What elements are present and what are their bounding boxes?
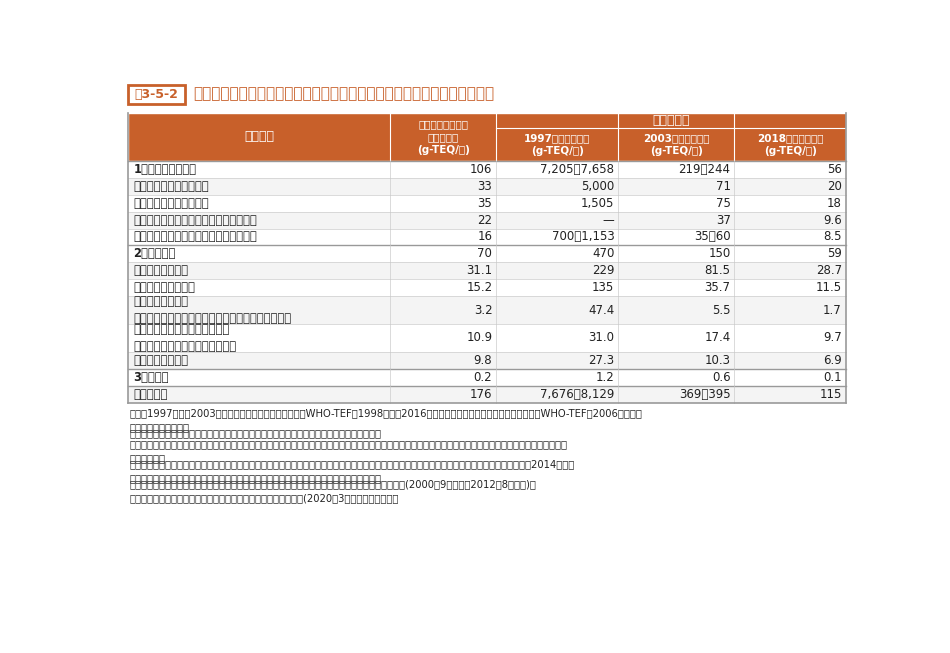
Text: 8.5: 8.5	[824, 231, 842, 244]
Bar	[128, 385, 846, 402]
Text: 当面の間における
削減目標量
(g-TEQ/年): 当面の間における 削減目標量 (g-TEQ/年)	[417, 119, 469, 155]
Text: ⑷小型廃棄物焼却炉（法規制対象外）: ⑷小型廃棄物焼却炉（法規制対象外）	[133, 231, 257, 244]
Text: 106: 106	[470, 163, 492, 176]
Text: 219～244: 219～244	[678, 163, 731, 176]
Text: ⑸その他の施設: ⑸その他の施設	[133, 354, 188, 367]
Text: ⑵産業廃棄物焼却施設: ⑵産業廃棄物焼却施設	[133, 197, 209, 210]
Text: 11.5: 11.5	[816, 281, 842, 295]
Text: 推計排出量: 推計排出量	[653, 114, 690, 127]
Text: 35: 35	[478, 197, 492, 210]
Bar	[128, 263, 846, 279]
Text: 35.7: 35.7	[705, 281, 731, 295]
Text: 事業分野: 事業分野	[244, 131, 274, 144]
Text: 2003年における量
(g-TEQ/年): 2003年における量 (g-TEQ/年)	[643, 133, 710, 156]
Text: 注１：1997年及び2003年の排出量は毒性等価係数としてWHO-TEF（1998）を、2016年の排出量及び削減目標量は可能な範囲でWHO-TEF（2006）: 注１：1997年及び2003年の排出量は毒性等価係数としてWHO-TEF（199…	[129, 408, 642, 432]
Text: 15.2: 15.2	[466, 281, 492, 295]
Text: 27.3: 27.3	[588, 354, 615, 367]
Text: 47.4: 47.4	[588, 304, 615, 317]
Text: ３：前回計画までは、小型廃棄物焼却炉等については、特別法規制対象及び対象外を一括して目標を設定していたが、今回から両者を区分して目標を設定すること
　　とした。: ３：前回計画までは、小型廃棄物焼却炉等については、特別法規制対象及び対象外を一括…	[129, 439, 567, 463]
Text: 81.5: 81.5	[705, 264, 731, 278]
Text: 71: 71	[715, 180, 731, 193]
Text: 資料：環境省「我が国における事業活動に伴い排出されるダイオキシン類の量を削減するための計画」(2000年9月制定、2012年8月変更)、
　　「ダイオキシン類の: 資料：環境省「我が国における事業活動に伴い排出されるダイオキシン類の量を削減する…	[129, 479, 537, 503]
Text: ⑷アルミニウム合金製造施設
　（焙焼炉、溶解炉及び乾燥炉）: ⑷アルミニウム合金製造施設 （焙焼炉、溶解炉及び乾燥炉）	[133, 323, 237, 353]
Bar	[128, 324, 846, 352]
Text: 70: 70	[478, 247, 492, 261]
Text: 31.1: 31.1	[466, 264, 492, 278]
Text: 我が国におけるダイオキシン類の事業分野別の推計排出量及び削減目標量: 我が国におけるダイオキシン類の事業分野別の推計排出量及び削減目標量	[193, 87, 494, 102]
Bar	[128, 279, 846, 296]
Text: 33: 33	[478, 180, 492, 193]
Text: 135: 135	[592, 281, 615, 295]
Text: ⑶小型廃棄物焼却炉等（法規制対象）: ⑶小型廃棄物焼却炉等（法規制対象）	[133, 214, 257, 227]
Text: 2　産業分野: 2 産業分野	[133, 247, 176, 261]
Bar	[128, 178, 846, 195]
Text: 28.7: 28.7	[816, 264, 842, 278]
Text: 9.7: 9.7	[823, 331, 842, 344]
Text: 18: 18	[826, 197, 842, 210]
Text: 3　その他: 3 その他	[133, 371, 169, 383]
Text: 7,676～8,129: 7,676～8,129	[540, 388, 615, 400]
Text: ４：「３　その他」は下水道終末処理施設及び最終処分場である。前回までの削減計画には火葬場、たばこの煙及び自動車排出ガスを含んでいたが、2014年の計
　　画では: ４：「３ その他」は下水道終末処理施設及び最終処分場である。前回までの削減計画に…	[129, 459, 575, 483]
Text: 229: 229	[592, 264, 615, 278]
Text: 369～395: 369～395	[679, 388, 731, 400]
Text: 59: 59	[826, 247, 842, 261]
Bar	[128, 369, 846, 385]
Text: 7,205～7,658: 7,205～7,658	[541, 163, 615, 176]
Text: 37: 37	[715, 214, 731, 227]
Text: 1997年における量
(g-TEQ/年): 1997年における量 (g-TEQ/年)	[524, 133, 590, 156]
Text: 表3-5-2: 表3-5-2	[135, 88, 179, 101]
Text: 合　　計: 合 計	[133, 388, 168, 400]
Text: ⑴製鋼用電気炉: ⑴製鋼用電気炉	[133, 264, 188, 278]
Text: 5.5: 5.5	[712, 304, 731, 317]
Bar	[128, 212, 846, 229]
Text: ⑵鉄鋼業焼結施設: ⑵鉄鋼業焼結施設	[133, 281, 196, 295]
Text: 10.3: 10.3	[705, 354, 731, 367]
Text: 150: 150	[709, 247, 731, 261]
Text: 176: 176	[470, 388, 492, 400]
Text: 31.0: 31.0	[588, 331, 615, 344]
Bar	[128, 229, 846, 246]
Bar	[128, 84, 185, 104]
Bar	[128, 246, 846, 263]
Text: ⑴一般廃棄物焼却施設: ⑴一般廃棄物焼却施設	[133, 180, 209, 193]
Bar	[128, 161, 846, 178]
Text: 115: 115	[820, 388, 842, 400]
Text: ２：削減目標量は、排出ガス及び排水中のダイオキシン類削減措置を講じた後の排出量の値。: ２：削減目標量は、排出ガス及び排水中のダイオキシン類削減措置を講じた後の排出量の…	[129, 428, 382, 438]
Text: 1.2: 1.2	[596, 371, 615, 383]
Text: 2018年における量
(g-TEQ/年): 2018年における量 (g-TEQ/年)	[757, 133, 824, 156]
Bar	[128, 352, 846, 369]
Bar	[128, 113, 846, 161]
Text: 9.6: 9.6	[823, 214, 842, 227]
Bar	[128, 296, 846, 324]
Text: 16: 16	[477, 231, 492, 244]
Text: 470: 470	[592, 247, 615, 261]
Text: 3.2: 3.2	[474, 304, 492, 317]
Text: 1,505: 1,505	[581, 197, 615, 210]
Text: 10.9: 10.9	[466, 331, 492, 344]
Text: 22: 22	[477, 214, 492, 227]
Text: 700～1,153: 700～1,153	[552, 231, 615, 244]
Text: 0.6: 0.6	[712, 371, 731, 383]
Bar	[128, 195, 846, 212]
Text: 1.7: 1.7	[823, 304, 842, 317]
Text: 0.2: 0.2	[474, 371, 492, 383]
Text: 35～60: 35～60	[694, 231, 731, 244]
Text: 20: 20	[826, 180, 842, 193]
Text: 17.4: 17.4	[704, 331, 731, 344]
Text: 1　廃棄物処理分野: 1 廃棄物処理分野	[133, 163, 197, 176]
Text: 9.8: 9.8	[474, 354, 492, 367]
Text: 0.1: 0.1	[824, 371, 842, 383]
Text: ⑶亜鉛回収施設
　（焙焼炉、焼結炉、溶鉱炉、溶解炉及び乾燥炉）: ⑶亜鉛回収施設 （焙焼炉、焼結炉、溶鉱炉、溶解炉及び乾燥炉）	[133, 295, 292, 325]
Text: 56: 56	[826, 163, 842, 176]
Text: —: —	[602, 214, 615, 227]
Text: 6.9: 6.9	[823, 354, 842, 367]
Text: 5,000: 5,000	[581, 180, 615, 193]
Bar	[128, 113, 846, 161]
Text: 75: 75	[715, 197, 731, 210]
